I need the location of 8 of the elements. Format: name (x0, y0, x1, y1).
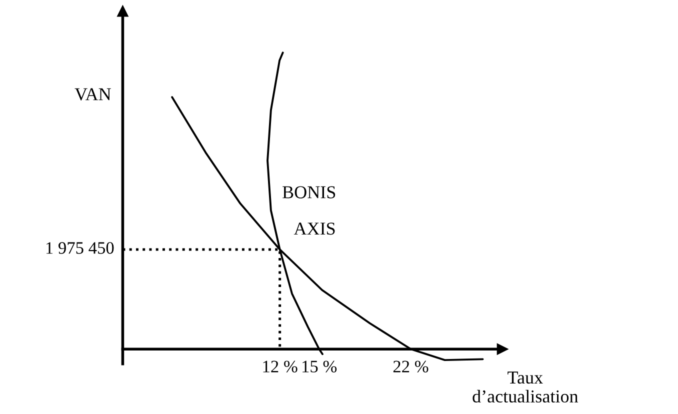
annotation: 1 975 450 (46, 242, 114, 254)
x-tick-label: 15 % (302, 360, 337, 372)
series-label: BONIS (282, 186, 336, 198)
x-tick-label: 22 % (393, 360, 428, 372)
series-label: AXIS (294, 222, 335, 235)
x-tick-label: 12 % (263, 360, 298, 372)
x-axis-title: Taux d’actualisation (472, 372, 578, 403)
y-axis-title: VAN (74, 88, 111, 100)
